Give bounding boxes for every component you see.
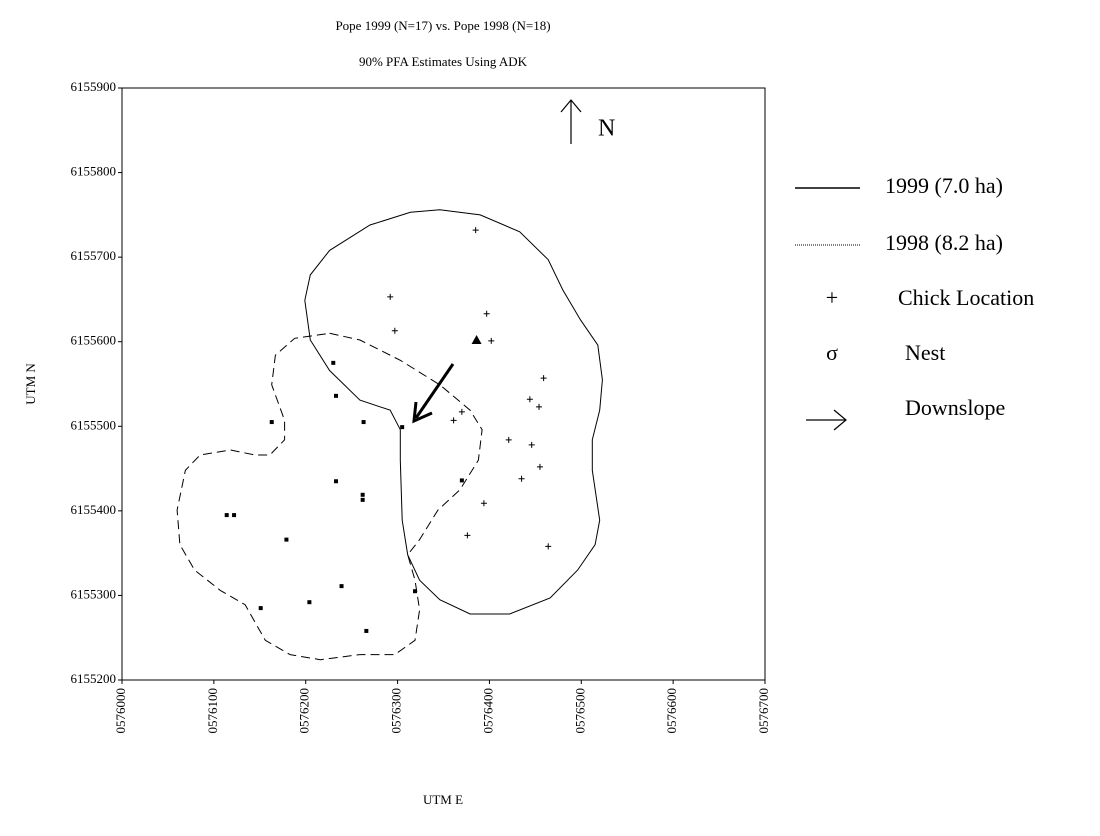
square-point [331,360,336,365]
square-point [459,478,464,483]
legend-label: 1999 (7.0 ha) [885,173,1003,198]
x-tick-label: 0576700 [756,688,771,734]
plus-point [472,227,479,234]
y-tick-label: 6155800 [71,164,117,179]
y-tick-label: 6155400 [71,502,117,517]
y-tick-label: 6155300 [71,586,117,601]
plot-frame [121,87,766,681]
square-point [284,537,289,542]
square-point [258,606,263,611]
x-tick-label: 0576300 [389,688,404,734]
square-point [361,420,366,425]
legend-label: 1998 (8.2 ha) [885,230,1003,255]
square-point [364,628,369,633]
legend-symbol: + [826,285,838,310]
y-tick-label: 6155700 [71,248,117,263]
x-tick-label: 0576200 [297,688,312,734]
y-axis-title: UTM N [23,363,38,405]
square-point [269,420,274,425]
y-tick-label: 6155900 [71,79,117,94]
x-tick-label: 0576000 [113,688,128,734]
plus-point [387,293,394,300]
legend-downslope-arrow [806,409,847,431]
square-point [339,584,344,589]
chart-subtitle: 90% PFA Estimates Using ADK [359,54,528,69]
range-outline [176,332,483,661]
plus-point [450,417,457,424]
y-tick-label: 6155200 [71,671,117,686]
plus-point [518,475,525,482]
square-point [232,513,237,518]
square-point [307,600,312,605]
square-point [413,589,418,594]
plus-point [540,375,547,382]
north-label: N [598,116,615,142]
y-tick-label: 6155600 [71,333,117,348]
legend-label: Downslope [905,395,1005,420]
plus-point [391,327,398,334]
square-point [224,513,229,518]
legend-symbol: σ [826,340,838,365]
range-outline [304,209,603,615]
plus-point [464,532,471,539]
square-point [334,393,339,398]
plus-point [528,441,535,448]
x-tick-label: 0576600 [664,688,679,734]
triangle-point [471,335,482,345]
plus-point [536,463,543,470]
plus-point [480,500,487,507]
x-tick-label: 0576100 [205,688,220,734]
x-tick-label: 0576500 [572,688,587,734]
chart-title: Pope 1999 (N=17) vs. Pope 1998 (N=18) [335,18,550,33]
legend-label: Chick Location [898,285,1034,310]
legend-label: Nest [905,340,945,365]
plus-point [526,396,533,403]
plus-point [488,337,495,344]
square-point [360,492,365,497]
plus-point [545,543,552,550]
square-point [400,425,405,430]
plus-point [458,408,465,415]
y-tick-label: 6155500 [71,417,117,432]
plus-point [505,436,512,443]
downslope-arrow [412,363,455,424]
square-point [360,497,365,502]
square-point [334,479,339,484]
x-axis-title: UTM E [423,792,463,807]
x-tick-label: 0576400 [480,688,495,734]
plus-point [483,310,490,317]
north-arrow [560,99,582,144]
plus-point [536,403,543,410]
